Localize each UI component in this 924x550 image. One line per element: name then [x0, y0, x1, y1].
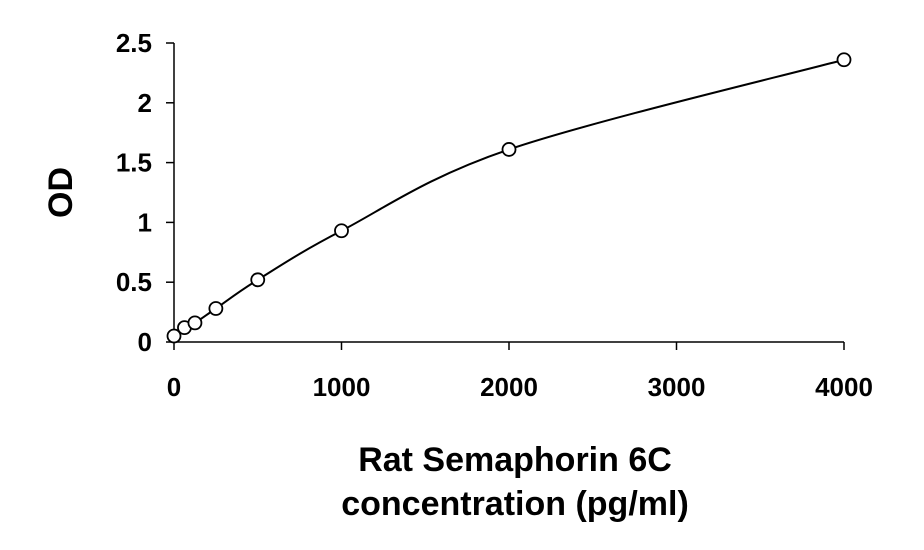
x-ticks: 0 1000 2000 3000 4000 [167, 342, 873, 402]
y-tick-label: 0.5 [116, 267, 152, 297]
y-tick-label: 0 [138, 327, 152, 357]
data-point [166, 328, 182, 344]
x-tick-label: 3000 [648, 372, 706, 402]
data-point [501, 142, 517, 157]
x-tick-label: 0 [167, 372, 181, 402]
y-tick-label: 1.5 [116, 148, 152, 178]
data-points [166, 52, 852, 344]
data-point [187, 315, 203, 331]
data-point [334, 223, 349, 239]
x-tick-label: 4000 [815, 372, 873, 402]
data-point [208, 301, 224, 316]
fit-curve [173, 58, 845, 337]
y-tick-label: 2.5 [116, 28, 152, 58]
data-point [250, 272, 266, 288]
y-ticks: 0 0.5 1 1.5 2 2.5 [116, 28, 174, 357]
x-axis-title-line-2: concentration (pg/ml) [341, 485, 689, 523]
x-tick-label: 1000 [313, 372, 371, 402]
y-tick-label: 2 [138, 88, 152, 118]
y-axis-title: OD [42, 167, 80, 218]
axes [173, 43, 844, 343]
y-tick-label: 1 [138, 207, 152, 237]
data-point [836, 52, 852, 68]
x-tick-label: 2000 [480, 372, 538, 402]
x-axis-title-line-1: Rat Semaphorin 6C [358, 441, 672, 479]
